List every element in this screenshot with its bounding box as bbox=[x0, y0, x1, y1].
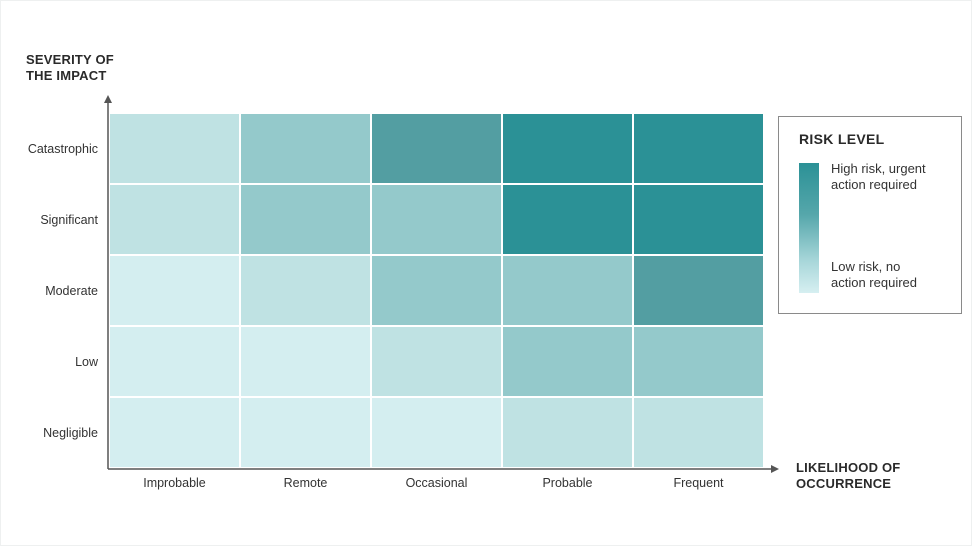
heatmap-cell bbox=[632, 396, 765, 469]
heatmap-cell bbox=[632, 254, 765, 327]
y-axis-title-line-2: THE IMPACT bbox=[26, 68, 107, 83]
legend-high-label: High risk, urgent action required bbox=[831, 161, 959, 193]
x-axis-title: LIKELIHOOD OF OCCURRENCE bbox=[796, 460, 900, 492]
y-tick-label: Catastrophic bbox=[28, 142, 98, 156]
heatmap-cell bbox=[370, 254, 503, 327]
heatmap-cell bbox=[108, 254, 241, 327]
x-tick-label: Remote bbox=[284, 476, 328, 490]
heatmap-cell bbox=[239, 396, 372, 469]
x-tick-labels: Improbable Remote Occasional Probable Freque… bbox=[143, 476, 724, 490]
heatmap-cell bbox=[501, 183, 634, 256]
y-tick-label: Negligible bbox=[43, 426, 98, 440]
heatmap-cell bbox=[108, 396, 241, 469]
heatmap-cell bbox=[370, 112, 503, 185]
legend-low-label-line-1: Low risk, no bbox=[831, 259, 901, 274]
legend-low-label-line-2: action required bbox=[831, 275, 917, 290]
x-axis-title-line-1: LIKELIHOOD OF bbox=[796, 460, 901, 475]
heatmap-cell bbox=[370, 396, 503, 469]
x-tick-label: Occasional bbox=[406, 476, 468, 490]
heatmap-cells bbox=[108, 112, 765, 469]
heatmap-cell bbox=[108, 183, 241, 256]
heatmap-cell bbox=[501, 325, 634, 398]
heatmap-cell bbox=[370, 183, 503, 256]
legend-high-label-line-1: High risk, urgent bbox=[831, 161, 926, 176]
x-tick-label: Improbable bbox=[143, 476, 206, 490]
legend-title: RISK LEVEL bbox=[799, 131, 885, 147]
x-axis-title-line-2: OCCURRENCE bbox=[796, 476, 892, 491]
legend-low-label: Low risk, no action required bbox=[831, 259, 959, 291]
heatmap-cell bbox=[239, 254, 372, 327]
x-tick-label: Frequent bbox=[673, 476, 724, 490]
x-tick-label: Probable bbox=[542, 476, 592, 490]
chart-axes bbox=[104, 95, 779, 473]
y-axis-arrow-icon bbox=[104, 95, 112, 103]
heatmap-cell bbox=[632, 183, 765, 256]
heatmap-cell bbox=[108, 325, 241, 398]
heatmap-cell bbox=[239, 183, 372, 256]
legend-high-label-line-2: action required bbox=[831, 177, 917, 192]
risk-level-legend: RISK LEVEL High risk, urgent action requ… bbox=[778, 116, 962, 314]
heatmap-cell bbox=[239, 112, 372, 185]
y-tick-label: Low bbox=[75, 355, 99, 369]
heatmap-cell bbox=[501, 112, 634, 185]
heatmap-cell bbox=[632, 325, 765, 398]
heatmap-cell bbox=[108, 112, 241, 185]
y-axis-title-line-1: SEVERITY OF bbox=[26, 52, 114, 67]
y-tick-label: Moderate bbox=[45, 284, 98, 298]
y-axis-title: SEVERITY OF THE IMPACT bbox=[26, 52, 114, 84]
x-axis-arrow-icon bbox=[771, 465, 779, 473]
y-tick-labels: Catastrophic Significant Moderate Low Neglig… bbox=[28, 142, 99, 440]
heatmap-cell bbox=[632, 112, 765, 185]
heatmap-cell bbox=[239, 325, 372, 398]
y-tick-label: Significant bbox=[40, 213, 98, 227]
legend-gradient-bar bbox=[799, 163, 819, 293]
heatmap-cell bbox=[370, 325, 503, 398]
heatmap-cell bbox=[501, 254, 634, 327]
heatmap-cell bbox=[501, 396, 634, 469]
